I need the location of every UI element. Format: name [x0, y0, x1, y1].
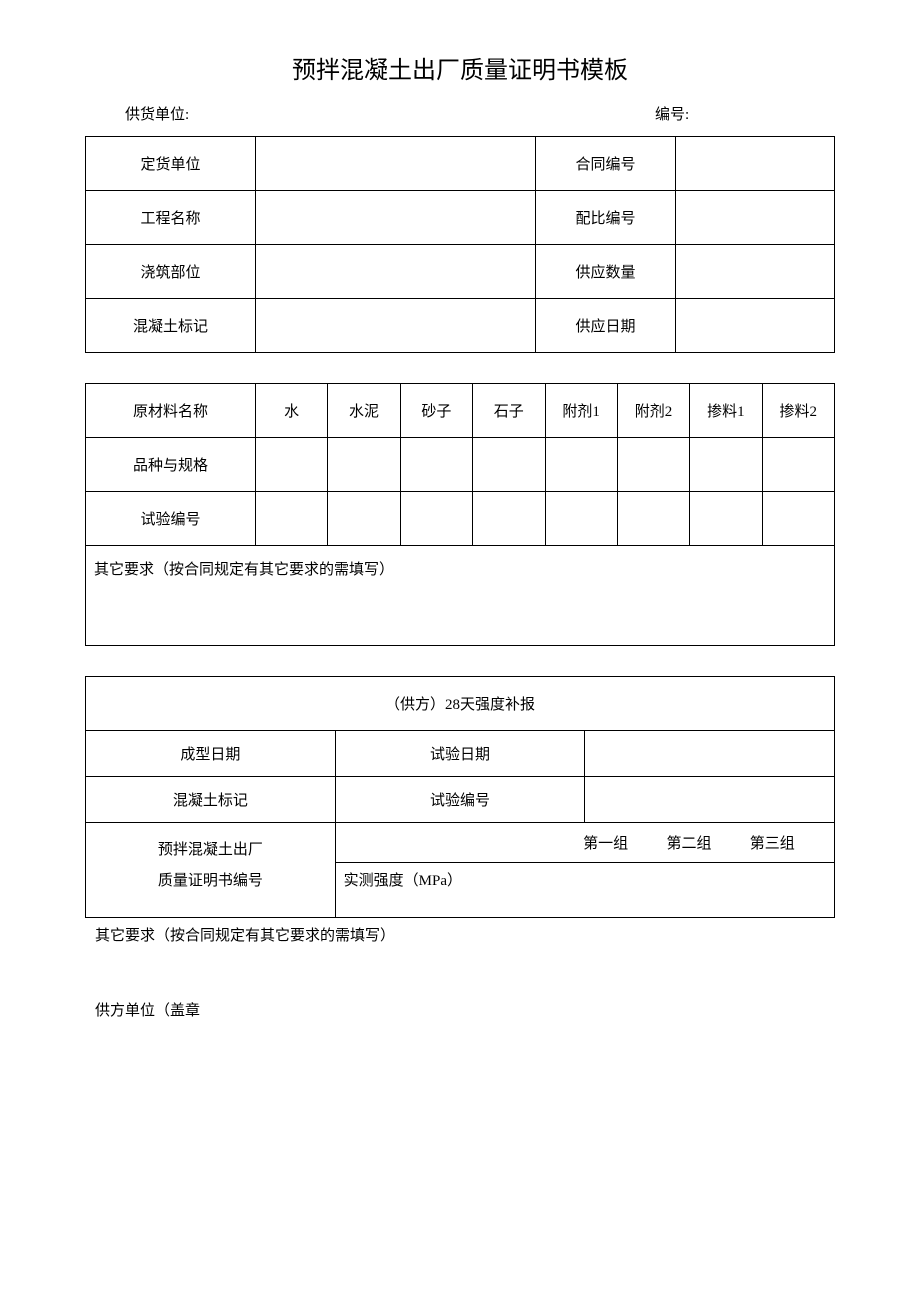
table-row: 混凝土标记 供应日期 [86, 299, 835, 353]
value-cell [545, 492, 617, 546]
label-cell: 配比编号 [536, 191, 676, 245]
value-cell [585, 731, 835, 777]
group-label: 第一组 [583, 832, 628, 853]
label-cell: 原材料名称 [86, 384, 256, 438]
value-cell [473, 438, 545, 492]
label-cell: 预拌混凝土出厂 质量证明书编号 [86, 823, 336, 918]
col-header: 附剂1 [545, 384, 617, 438]
label-cell: 品种与规格 [86, 438, 256, 492]
table-row: 成型日期 试验日期 [86, 731, 835, 777]
groups-cell: 第一组 第二组 第三组 实测强度（MPa） [335, 823, 834, 918]
group-label: 第二组 [666, 832, 711, 853]
col-header: 砂子 [400, 384, 472, 438]
label-cell: 工程名称 [86, 191, 256, 245]
value-cell [256, 299, 536, 353]
table-row: 混凝土标记 试验编号 [86, 777, 835, 823]
value-cell [617, 492, 689, 546]
table-row: 浇筑部位 供应数量 [86, 245, 835, 299]
footer-note: 其它要求（按合同规定有其它要求的需填写） [85, 924, 835, 945]
value-cell [545, 438, 617, 492]
value-cell [256, 438, 328, 492]
label-line: 质量证明书编号 [86, 863, 335, 917]
label-cell: 供应日期 [536, 299, 676, 353]
label-cell: 浇筑部位 [86, 245, 256, 299]
col-header: 掺料1 [690, 384, 762, 438]
other-req-cell: 其它要求（按合同规定有其它要求的需填写） [86, 546, 835, 646]
label-cell: 混凝土标记 [86, 299, 256, 353]
value-cell [328, 438, 400, 492]
col-header: 石子 [473, 384, 545, 438]
table-row: 预拌混凝土出厂 质量证明书编号 第一组 第二组 第三组 实测强度（MPa） [86, 823, 835, 918]
section-header: （供方）28天强度补报 [86, 677, 835, 731]
value-cell [676, 245, 835, 299]
group-label: 第三组 [750, 832, 795, 853]
value-cell [585, 777, 835, 823]
value-cell [676, 137, 835, 191]
value-cell [256, 137, 536, 191]
strength-label: 实测强度（MPa） [336, 863, 834, 917]
label-line: 预拌混凝土出厂 [86, 823, 335, 863]
label-cell: 供应数量 [536, 245, 676, 299]
value-cell [400, 492, 472, 546]
document-title: 预拌混凝土出厂质量证明书模板 [85, 50, 835, 85]
table-row: 品种与规格 [86, 438, 835, 492]
basic-info-table: 定货单位 合同编号 工程名称 配比编号 浇筑部位 供应数量 混凝土标记 供应日期 [85, 136, 835, 353]
header-row: 供货单位: 编号: [85, 103, 835, 124]
value-cell [400, 438, 472, 492]
col-header: 水泥 [328, 384, 400, 438]
value-cell [617, 438, 689, 492]
footer-stamp: 供方单位（盖章 [85, 999, 835, 1020]
strength-report-table: （供方）28天强度补报 成型日期 试验日期 混凝土标记 试验编号 预拌混凝土出厂… [85, 676, 835, 918]
document-page: 预拌混凝土出厂质量证明书模板 供货单位: 编号: 定货单位 合同编号 工程名称 … [0, 0, 920, 1060]
value-cell [762, 492, 834, 546]
label-cell: 成型日期 [86, 731, 336, 777]
value-cell [256, 245, 536, 299]
value-cell [676, 191, 835, 245]
col-header: 掺料2 [762, 384, 834, 438]
label-cell: 定货单位 [86, 137, 256, 191]
value-cell [762, 438, 834, 492]
groups-row: 第一组 第二组 第三组 [336, 823, 834, 863]
table-row: 工程名称 配比编号 [86, 191, 835, 245]
table-row: 原材料名称 水 水泥 砂子 石子 附剂1 附剂2 掺料1 掺料2 [86, 384, 835, 438]
label-cell: 混凝土标记 [86, 777, 336, 823]
table-row: 其它要求（按合同规定有其它要求的需填写） [86, 546, 835, 646]
label-cell: 试验编号 [86, 492, 256, 546]
label-cell: 试验日期 [335, 731, 585, 777]
value-cell [473, 492, 545, 546]
number-label: 编号: [655, 103, 805, 124]
value-cell [690, 492, 762, 546]
label-cell: 试验编号 [335, 777, 585, 823]
table-row: 试验编号 [86, 492, 835, 546]
label-cell: 合同编号 [536, 137, 676, 191]
value-cell [676, 299, 835, 353]
col-header: 附剂2 [617, 384, 689, 438]
table-row: （供方）28天强度补报 [86, 677, 835, 731]
value-cell [328, 492, 400, 546]
value-cell [690, 438, 762, 492]
table-row: 定货单位 合同编号 [86, 137, 835, 191]
value-cell [256, 191, 536, 245]
value-cell [256, 492, 328, 546]
supplier-label: 供货单位: [125, 103, 655, 124]
col-header: 水 [256, 384, 328, 438]
materials-table: 原材料名称 水 水泥 砂子 石子 附剂1 附剂2 掺料1 掺料2 品种与规格 试… [85, 383, 835, 646]
